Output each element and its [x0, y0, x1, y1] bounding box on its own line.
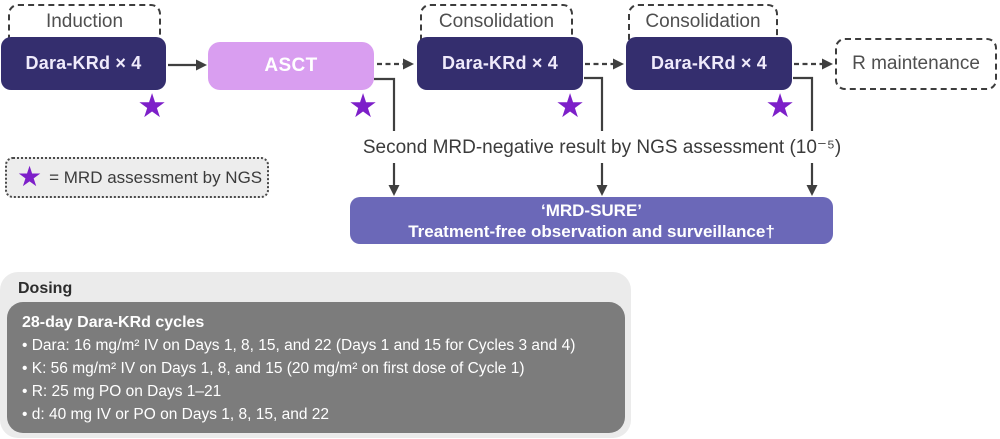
box-r-maintenance-text: R maintenance [852, 53, 980, 74]
box-asct-text: ASCT [264, 55, 318, 76]
box-asct: ASCT [208, 42, 374, 90]
second-mrd-negative-caption-text: Second MRD-negative result by NGS assess… [362, 137, 842, 158]
arrowhead-consolidation1-to-consolidation2 [613, 58, 624, 70]
mrd-star-icon: ★ [765, 87, 795, 124]
dosing-cycle-title: 28-day Dara-KRd cycles [22, 314, 205, 331]
arrowhead-induction-to-asct [196, 59, 207, 71]
arrowhead-consolidation2-to-maintenance [822, 58, 833, 70]
mrd-sure-box: ‘MRD-SURE’ Treatment-free observation an… [350, 197, 833, 244]
dosing-item-dara: • Dara: 16 mg/m² IV on Days 1, 8, 15, an… [22, 337, 576, 354]
dosing-item-r: • R: 25 mg PO on Days 1–21 [22, 383, 222, 400]
phase-label-induction-text: Induction [45, 11, 124, 32]
mrd-star-icon: ★ [348, 87, 378, 124]
arrowhead-asct-to-consolidation1 [403, 58, 414, 70]
legend-text: = MRD assessment by NGS [49, 167, 263, 187]
mrd-star-icon: ★ [555, 87, 585, 124]
elbow-consolidation2-drop [793, 76, 814, 131]
dosing-panel: Dosing 28-day Dara-KRd cycles • Dara: 16… [0, 272, 631, 438]
box-consolidation2-dara-krd-text: Dara-KRd × 4 [651, 53, 767, 73]
mrd-sure-subtitle: Treatment-free observation and surveilla… [408, 221, 775, 241]
elbow-asct-drop [374, 77, 396, 131]
mrd-legend: ★ = MRD assessment by NGS [5, 157, 269, 198]
dosing-item-k: • K: 56 mg/m² IV on Days 1, 8, and 15 (2… [22, 360, 525, 377]
arrowhead-down-center [596, 185, 608, 196]
arrowhead-down-left [388, 185, 400, 196]
phase-label-consolidation2-text: Consolidation [645, 11, 761, 32]
elbow-consolidation1-drop [584, 76, 604, 131]
box-induction-dara-krd: Dara-KRd × 4 [1, 37, 166, 90]
dosing-details-box: 28-day Dara-KRd cycles • Dara: 16 mg/m² … [7, 302, 625, 433]
mrd-sure-title: ‘MRD-SURE’ [540, 200, 643, 220]
dosing-item-d: • d: 40 mg IV or PO on Days 1, 8, 15, an… [22, 406, 329, 423]
box-r-maintenance: R maintenance [835, 38, 997, 90]
phase-label-consolidation1-text: Consolidation [438, 11, 555, 32]
dosing-header: Dosing [18, 280, 73, 297]
box-induction-dara-krd-text: Dara-KRd × 4 [25, 53, 142, 73]
mrd-star-icon: ★ [137, 87, 167, 124]
box-consolidation2-dara-krd: Dara-KRd × 4 [626, 37, 792, 90]
second-mrd-negative-caption: Second MRD-negative result by NGS assess… [342, 136, 862, 159]
connector-arrows [168, 58, 833, 196]
box-consolidation1-dara-krd: Dara-KRd × 4 [417, 37, 583, 90]
legend-star-icon: ★ [17, 160, 43, 192]
arrowhead-down-right [806, 185, 818, 196]
box-consolidation1-dara-krd-text: Dara-KRd × 4 [442, 53, 558, 73]
